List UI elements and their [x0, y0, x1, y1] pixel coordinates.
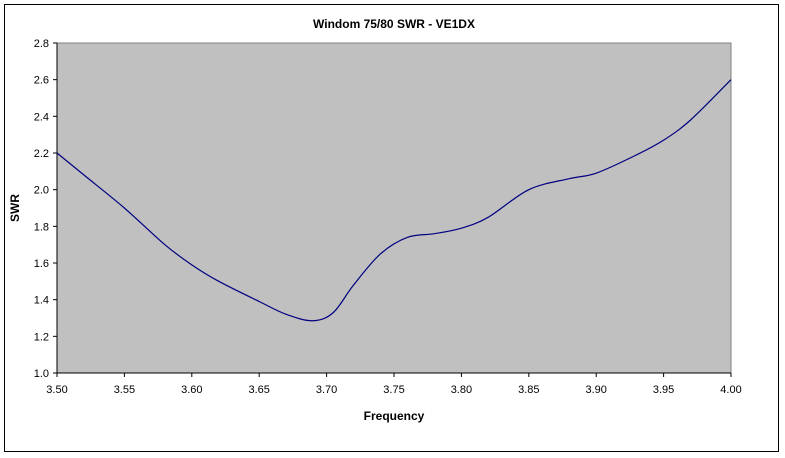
y-tick-label: 2.4	[34, 111, 49, 123]
x-axis: 3.50 3.55 3.60 3.65 3.70 3.75 3.80 3.85 3.90 3.95…	[46, 372, 742, 396]
x-tick-label: 4.00	[720, 384, 741, 396]
x-tick-label: 3.60	[181, 384, 202, 396]
x-tick-label: 3.80	[451, 384, 472, 396]
chart-title: Windom 75/80 SWR - VE1DX	[313, 17, 475, 31]
x-tick-label: 3.55	[114, 384, 135, 396]
y-tick-label: 2.6	[34, 75, 49, 87]
x-tick-label: 3.50	[46, 384, 67, 396]
x-tick-label: 3.75	[383, 384, 404, 396]
y-tick-label: 1.6	[34, 258, 49, 270]
y-tick-label: 1.2	[34, 331, 49, 343]
x-axis-title: Frequency	[364, 409, 425, 423]
y-tick-label: 1.0	[34, 368, 49, 380]
series-line-swr	[56, 79, 732, 322]
y-tick-label: 1.4	[34, 295, 49, 307]
y-axis: 1.0 1.2 1.4 1.6 1.8 2.0 2.2 2.4 2.6 2.8	[34, 38, 58, 380]
x-tick-label: 3.95	[653, 384, 674, 396]
y-tick-label: 2.8	[34, 38, 49, 50]
x-tick-label: 3.90	[585, 384, 606, 396]
y-tick-label: 1.8	[34, 221, 49, 233]
plot-area	[56, 42, 732, 374]
x-tick-label: 3.85	[518, 384, 539, 396]
x-tick-label: 3.65	[248, 384, 269, 396]
x-tick-label: 3.70	[316, 384, 337, 396]
y-axis-title: SWR	[8, 194, 22, 222]
y-tick-label: 2.2	[34, 148, 49, 160]
y-tick-label: 2.0	[34, 185, 49, 197]
